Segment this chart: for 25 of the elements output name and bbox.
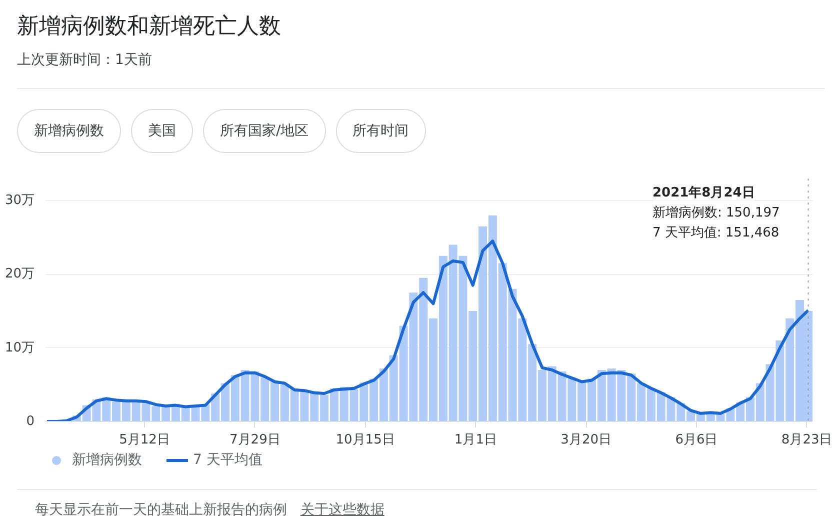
y-tick-label: 30万 <box>4 193 35 208</box>
annotation: 7 天平均值: 151,468 <box>652 226 780 240</box>
annotation: 新增病例数: 150,197 <box>652 206 780 220</box>
x-tick-label: 8月23日 <box>781 432 832 448</box>
y-tick-label: 10万 <box>4 340 35 356</box>
text: 新增病例数 <box>17 109 121 154</box>
line-series <box>46 240 810 422</box>
text: 所有时间 <box>336 109 426 154</box>
text: 关于这些数据 <box>300 502 384 518</box>
x-tick-label: 5月12日 <box>119 432 170 448</box>
x-tick-label: 6月6日 <box>675 432 718 448</box>
y-tick-label: 0 <box>26 414 35 429</box>
x-tick-label: 3月20日 <box>560 432 612 448</box>
text: 美国 <box>131 109 193 154</box>
x-tick-label: 7月29日 <box>230 432 280 448</box>
text: 每天显示在前一天的基础上新报告的病例 <box>35 502 287 518</box>
text: 所有国家/地区 <box>203 109 326 154</box>
x-tick-label: 1月1日 <box>454 432 497 448</box>
x-tick-label: 10月15日 <box>336 432 395 448</box>
legend-label: 7 天平均值 <box>193 451 262 469</box>
chart-subtitle: 上次更新时间：1天前 <box>17 51 153 70</box>
legend-label: 新增病例数 <box>72 451 142 469</box>
y-tick-label: 20万 <box>4 266 35 282</box>
annotation: 2021年8月24日 <box>652 186 755 200</box>
chart-title: 新增病例数和新增死亡人数 <box>17 13 282 41</box>
